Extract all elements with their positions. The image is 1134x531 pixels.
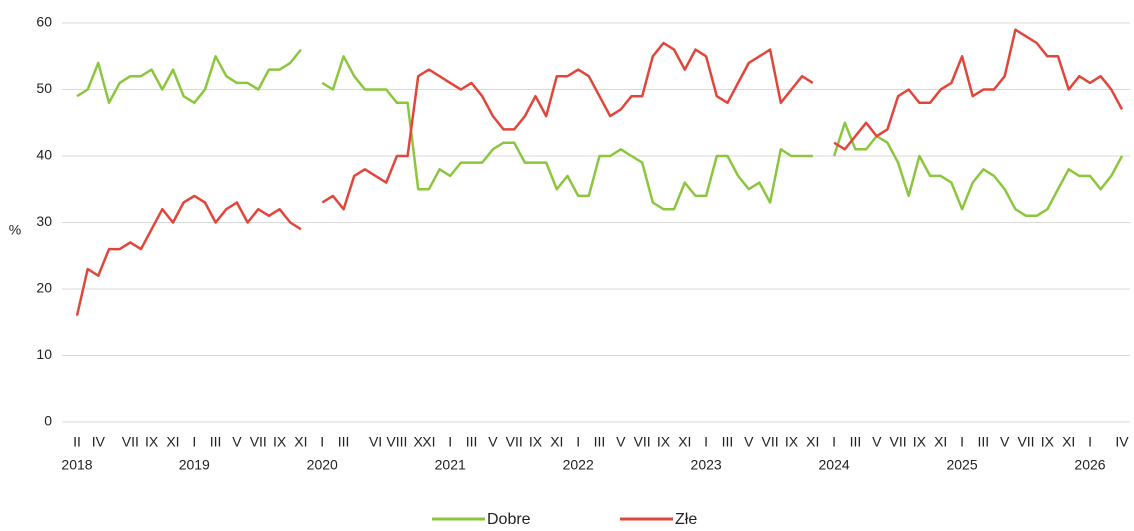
y-tick-label: 0: [44, 413, 52, 429]
legend-label: Dobre: [487, 511, 531, 528]
x-tick-label: IX: [913, 434, 927, 450]
y-tick-label: 50: [36, 80, 52, 96]
legend-label: Złe: [675, 511, 697, 528]
x-tick-label: III: [466, 434, 478, 450]
x-tick-label: III: [338, 434, 350, 450]
x-tick-label: III: [978, 434, 990, 450]
year-label: 2018: [61, 457, 92, 473]
x-tick-label: XI: [678, 434, 691, 450]
x-tick-label: XI: [934, 434, 947, 450]
x-tick-label: X: [414, 434, 424, 450]
x-tick-label: V: [488, 434, 498, 450]
x-tick-label: III: [850, 434, 862, 450]
x-tick-label: XI: [550, 434, 563, 450]
x-tick-label: IX: [1041, 434, 1055, 450]
x-tick-label: XI: [294, 434, 307, 450]
x-tick-label: XI: [422, 434, 435, 450]
year-label: 2023: [691, 457, 722, 473]
x-tick-label: I: [448, 434, 452, 450]
x-tick-label: VII: [250, 434, 267, 450]
x-tick-label: V: [616, 434, 626, 450]
year-label: 2019: [179, 457, 210, 473]
x-tick-label: VI: [369, 434, 382, 450]
x-tick-label: I: [960, 434, 964, 450]
x-tick-label: III: [722, 434, 734, 450]
year-label: 2025: [946, 457, 977, 473]
x-tick-label: VII: [634, 434, 651, 450]
x-tick-label: IX: [529, 434, 543, 450]
year-label: 2022: [563, 457, 594, 473]
x-tick-label: IX: [273, 434, 287, 450]
y-tick-label: 40: [36, 147, 52, 163]
x-tick-label: II: [73, 434, 81, 450]
y-tick-label: 10: [36, 346, 52, 362]
x-tick-label: V: [744, 434, 754, 450]
year-label: 2020: [307, 457, 338, 473]
x-tick-label: I: [832, 434, 836, 450]
x-tick-label: XI: [806, 434, 819, 450]
x-tick-label: VII: [890, 434, 907, 450]
y-tick-label: 60: [36, 14, 52, 30]
x-tick-label: I: [192, 434, 196, 450]
year-label: 2024: [819, 457, 850, 473]
x-tick-label: IX: [145, 434, 159, 450]
y-tick-label: 20: [36, 280, 52, 296]
year-label: 2021: [435, 457, 466, 473]
x-tick-label: V: [232, 434, 242, 450]
x-tick-label: IX: [785, 434, 799, 450]
x-tick-label: IX: [657, 434, 671, 450]
x-tick-label: VII: [1017, 434, 1034, 450]
x-tick-label: I: [320, 434, 324, 450]
x-tick-label: V: [1000, 434, 1010, 450]
x-tick-label: V: [872, 434, 882, 450]
x-tick-label: I: [576, 434, 580, 450]
x-tick-label: VIII: [386, 434, 407, 450]
x-tick-label: I: [1088, 434, 1092, 450]
x-tick-label: XI: [166, 434, 179, 450]
x-tick-label: III: [594, 434, 606, 450]
x-tick-label: IV: [92, 434, 106, 450]
y-axis-label: %: [9, 222, 21, 238]
series-line: [76, 48, 1124, 218]
x-tick-label: VII: [122, 434, 139, 450]
series-line: [75, 28, 1124, 316]
y-tick-label: 30: [36, 213, 52, 229]
x-tick-label: III: [210, 434, 222, 450]
x-tick-label: I: [704, 434, 708, 450]
x-tick-label: VII: [506, 434, 523, 450]
x-tick-label: IV: [1115, 434, 1129, 450]
x-tick-label: XI: [1062, 434, 1075, 450]
x-tick-label: VII: [762, 434, 779, 450]
year-label: 2026: [1074, 457, 1105, 473]
